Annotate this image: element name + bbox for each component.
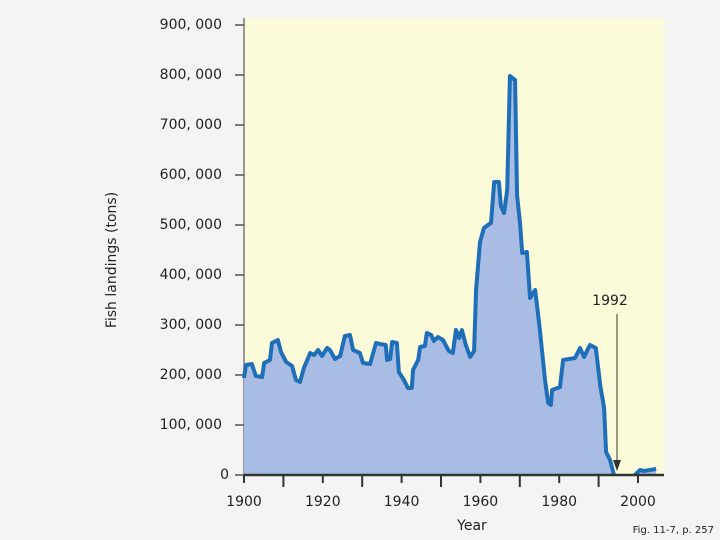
y-tick-label: 100, 000 <box>160 417 222 433</box>
y-tick-label: 0 <box>220 467 229 483</box>
x-tick-label: 1980 <box>541 494 577 510</box>
y-tick-label: 600, 000 <box>160 167 222 183</box>
x-tick-label: 1960 <box>463 494 499 510</box>
y-axis-label: Fish landings (tons) <box>104 192 120 328</box>
area-line <box>242 74 616 476</box>
annotation-arrowhead <box>613 460 621 471</box>
y-tick-label: 900, 000 <box>160 17 222 33</box>
x-tick-label: 1920 <box>305 494 341 510</box>
y-tick-label: 200, 000 <box>160 367 222 383</box>
y-tick-label: 300, 000 <box>160 317 222 333</box>
x-tick-label: 1940 <box>384 494 420 510</box>
y-tick-label: 500, 000 <box>160 217 222 233</box>
area-fill <box>244 76 614 475</box>
y-tick-label: 700, 000 <box>160 117 222 133</box>
y-tick-label: 400, 000 <box>160 267 222 283</box>
y-tick-label: 800, 000 <box>160 67 222 83</box>
x-axis-label: Year <box>456 518 487 534</box>
annotation: 1992 <box>592 293 628 309</box>
x-tick-label: 2000 <box>620 494 656 510</box>
area-line <box>633 467 657 477</box>
caption: Fig. 11-7, p. 257 <box>633 525 714 536</box>
x-tick-label: 1900 <box>226 494 262 510</box>
